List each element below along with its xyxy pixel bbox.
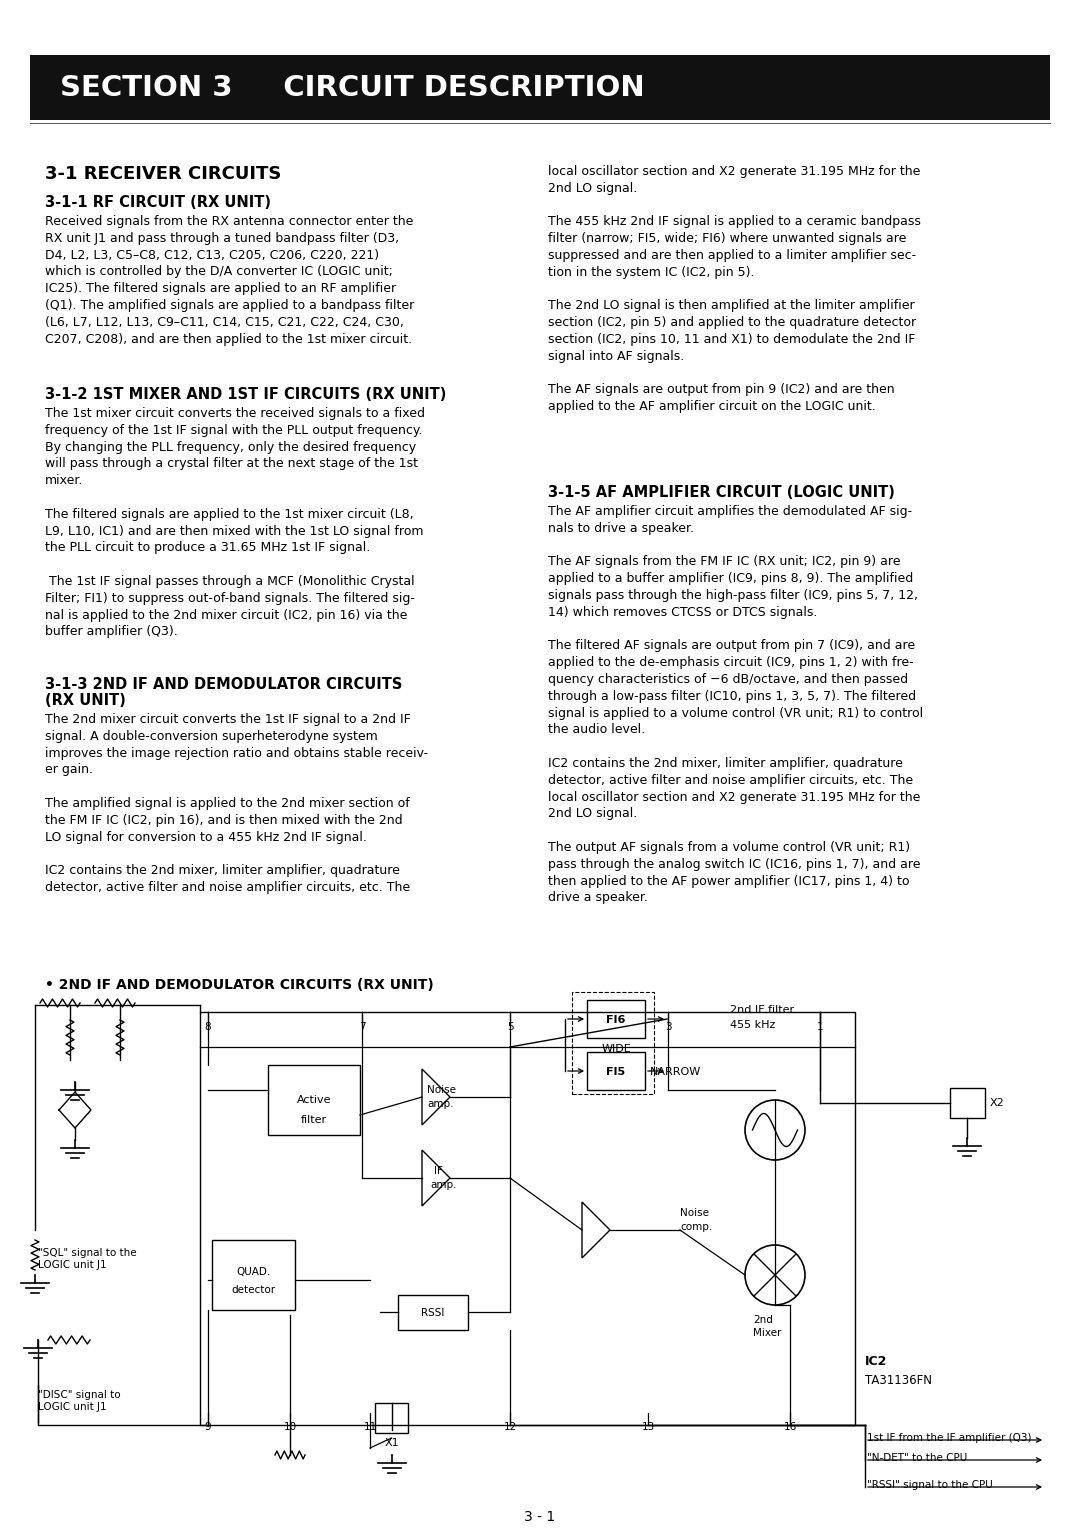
Text: 11: 11 [363, 1423, 377, 1432]
Text: SECTION 3     CIRCUIT DESCRIPTION: SECTION 3 CIRCUIT DESCRIPTION [60, 73, 645, 101]
Text: • 2ND IF AND DEMODULATOR CIRCUITS (RX UNIT): • 2ND IF AND DEMODULATOR CIRCUITS (RX UN… [45, 978, 434, 992]
Text: filter: filter [301, 1115, 327, 1125]
Text: Noise: Noise [427, 1085, 456, 1096]
Text: local oscillator section and X2 generate 31.195 MHz for the
2nd LO signal.

The : local oscillator section and X2 generate… [548, 165, 921, 413]
Text: "SQL" signal to the: "SQL" signal to the [38, 1248, 137, 1258]
Text: Active: Active [297, 1096, 332, 1105]
Text: Mixer: Mixer [753, 1328, 781, 1339]
Text: IF: IF [434, 1166, 443, 1177]
Bar [950, 1088, 985, 1118]
Text: 3-1 RECEIVER CIRCUITS: 3-1 RECEIVER CIRCUITS [45, 165, 282, 183]
Text: 3-1-3 2ND IF AND DEMODULATOR CIRCUITS: 3-1-3 2ND IF AND DEMODULATOR CIRCUITS [45, 677, 403, 692]
Text: 10: 10 [283, 1423, 297, 1432]
Text: detector: detector [231, 1285, 275, 1296]
Bar [268, 1065, 360, 1135]
Text: (RX UNIT): (RX UNIT) [45, 694, 126, 707]
Text: amp.: amp. [427, 1099, 454, 1109]
Text: 3-1-5 AF AMPLIFIER CIRCUIT (LOGIC UNIT): 3-1-5 AF AMPLIFIER CIRCUIT (LOGIC UNIT) [548, 484, 895, 500]
Text: X2: X2 [990, 1099, 1004, 1108]
Text: Received signals from the RX antenna connector enter the
RX unit J1 and pass thr: Received signals from the RX antenna con… [45, 215, 415, 345]
Text: 3: 3 [664, 1022, 672, 1031]
Text: 2nd IF filter: 2nd IF filter [730, 1005, 794, 1015]
Text: The 1st mixer circuit converts the received signals to a fixed
frequency of the : The 1st mixer circuit converts the recei… [45, 406, 426, 639]
Text: WIDE: WIDE [602, 1044, 631, 1054]
Text: 3 - 1: 3 - 1 [525, 1510, 555, 1523]
Text: 3-1-2 1ST MIXER AND 1ST IF CIRCUITS (RX UNIT): 3-1-2 1ST MIXER AND 1ST IF CIRCUITS (RX … [45, 387, 446, 402]
Text: 16: 16 [783, 1423, 797, 1432]
Text: amp.: amp. [430, 1180, 457, 1190]
Text: FI6: FI6 [606, 1015, 625, 1025]
Text: 455 kHz: 455 kHz [730, 1021, 775, 1030]
Text: TA31136FN: TA31136FN [865, 1374, 932, 1387]
Bar [375, 1403, 408, 1433]
Bar [399, 1296, 468, 1329]
Text: 5: 5 [507, 1022, 513, 1031]
Text: 7: 7 [359, 1022, 365, 1031]
Text: The 2nd mixer circuit converts the 1st IF signal to a 2nd IF
signal. A double-co: The 2nd mixer circuit converts the 1st I… [45, 714, 428, 894]
Text: The AF amplifier circuit amplifies the demodulated AF sig-
nals to drive a speak: The AF amplifier circuit amplifies the d… [548, 504, 923, 905]
Text: comp.: comp. [680, 1222, 712, 1232]
Bar [200, 1012, 855, 1426]
Text: 3-1-1 RF CIRCUIT (RX UNIT): 3-1-1 RF CIRCUIT (RX UNIT) [45, 196, 271, 209]
Text: 1st IF from the IF amplifier (Q3): 1st IF from the IF amplifier (Q3) [867, 1433, 1031, 1442]
Bar [212, 1241, 295, 1309]
Text: LOGIC unit J1: LOGIC unit J1 [38, 1261, 107, 1270]
Text: 2nd: 2nd [753, 1316, 773, 1325]
Text: 1: 1 [816, 1022, 823, 1031]
Bar [30, 55, 1050, 121]
Bar [572, 992, 654, 1094]
Text: "DISC" signal to: "DISC" signal to [38, 1390, 121, 1400]
Text: LOGIC unit J1: LOGIC unit J1 [38, 1403, 107, 1412]
Text: 12: 12 [503, 1423, 516, 1432]
Text: QUAD.: QUAD. [237, 1267, 271, 1277]
Text: Noise: Noise [680, 1209, 708, 1218]
Text: IC2: IC2 [865, 1355, 888, 1368]
Text: NARROW: NARROW [650, 1067, 701, 1077]
Text: 9: 9 [205, 1423, 212, 1432]
Text: 8: 8 [205, 1022, 212, 1031]
Text: "RSSI" signal to the CPU: "RSSI" signal to the CPU [867, 1481, 993, 1490]
Text: "N-DET" to the CPU: "N-DET" to the CPU [867, 1453, 968, 1462]
Text: X1: X1 [384, 1438, 399, 1449]
Text: 13: 13 [642, 1423, 654, 1432]
Bar [588, 1051, 645, 1089]
Text: FI5: FI5 [607, 1067, 625, 1077]
Text: RSSI: RSSI [421, 1308, 445, 1319]
Bar [588, 999, 645, 1038]
